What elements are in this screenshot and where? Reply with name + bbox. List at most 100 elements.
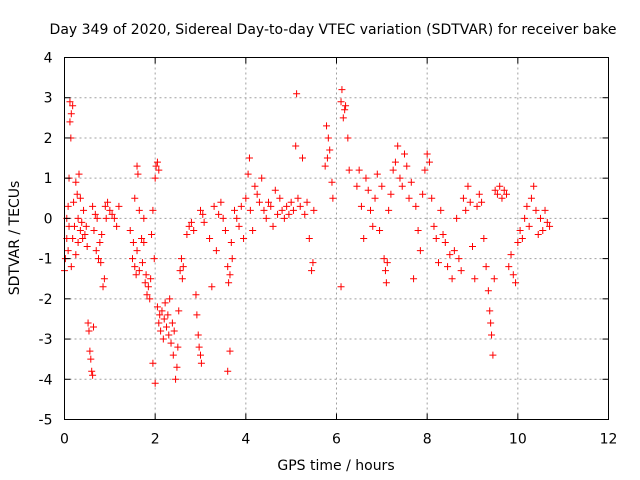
data-point	[394, 142, 402, 150]
data-point	[488, 331, 496, 339]
data-point	[292, 142, 300, 150]
data-point	[149, 206, 157, 214]
data-point	[90, 226, 98, 234]
data-point	[106, 206, 114, 214]
data-point	[132, 271, 140, 279]
data-point	[360, 235, 368, 242]
data-point	[143, 291, 151, 299]
data-point	[224, 367, 232, 375]
data-point	[144, 283, 152, 291]
data-point	[425, 158, 433, 166]
data-point	[487, 319, 495, 327]
data-point	[163, 323, 170, 331]
data-point	[338, 86, 346, 94]
data-point	[260, 206, 268, 214]
data-point	[197, 206, 204, 214]
data-point	[450, 247, 458, 255]
data-point	[93, 214, 101, 222]
data-point	[378, 182, 386, 190]
data-point	[187, 218, 195, 226]
x-tick-labels: 0 2 4 6 8 10 12	[60, 432, 617, 448]
data-point	[401, 150, 408, 158]
data-point	[262, 214, 270, 222]
data-point	[255, 198, 263, 206]
y-tick-label: 0	[44, 211, 53, 227]
y-tick-label: -5	[39, 413, 53, 429]
data-point	[523, 202, 531, 210]
data-point	[170, 327, 178, 335]
data-point	[64, 202, 72, 210]
data-point	[79, 235, 87, 242]
data-point	[546, 222, 554, 230]
data-point	[219, 214, 227, 222]
data-point	[541, 206, 549, 214]
data-point	[67, 263, 75, 271]
data-point	[135, 267, 143, 275]
data-point	[95, 255, 102, 263]
data-point	[355, 166, 363, 174]
data-point	[496, 182, 504, 190]
data-point	[419, 190, 427, 198]
data-point	[131, 194, 139, 202]
data-point	[534, 230, 542, 238]
data-point	[258, 174, 266, 182]
data-point	[514, 239, 522, 247]
data-point	[91, 210, 99, 218]
data-point	[459, 194, 467, 202]
data-point	[299, 154, 306, 162]
data-point	[462, 206, 470, 214]
data-point	[303, 198, 311, 206]
data-point	[244, 170, 252, 178]
data-point	[197, 359, 205, 367]
data-point	[326, 146, 334, 154]
data-point	[530, 182, 538, 190]
data-point	[158, 307, 166, 315]
data-point	[489, 351, 497, 359]
data-point	[66, 118, 74, 126]
data-point	[151, 174, 159, 182]
data-point	[233, 214, 241, 222]
data-point	[342, 102, 350, 110]
data-point	[430, 222, 438, 230]
data-point	[416, 247, 424, 255]
data-point	[235, 222, 243, 230]
data-point	[142, 271, 150, 279]
data-point	[226, 347, 234, 355]
data-point	[174, 343, 182, 351]
data-point	[167, 339, 175, 347]
data-point	[283, 202, 291, 210]
data-point	[500, 186, 508, 194]
data-point	[152, 162, 160, 170]
data-point	[389, 166, 397, 174]
data-point	[89, 371, 97, 379]
y-tick-label: -1	[39, 252, 53, 268]
data-point	[428, 194, 436, 202]
data-point	[177, 255, 185, 263]
data-point	[371, 194, 379, 202]
data-point	[437, 206, 445, 214]
x-tick-label: 6	[332, 432, 341, 448]
data-point	[76, 194, 84, 202]
data-point	[96, 239, 104, 247]
data-point	[78, 218, 86, 226]
data-point	[339, 114, 347, 122]
data-point	[509, 271, 517, 279]
data-point	[169, 351, 177, 359]
data-point	[471, 275, 479, 283]
x-tick-label: 8	[423, 432, 432, 448]
data-point	[81, 230, 89, 238]
data-point	[185, 222, 193, 230]
data-point	[537, 214, 544, 222]
data-point	[323, 122, 331, 130]
data-point	[364, 186, 372, 194]
data-point	[253, 190, 261, 198]
data-point	[138, 235, 146, 242]
data-point	[217, 198, 225, 206]
data-point	[285, 210, 293, 218]
data-point	[134, 170, 142, 178]
data-point	[210, 202, 218, 210]
data-point	[498, 194, 506, 202]
data-point	[407, 178, 415, 186]
data-point	[516, 226, 524, 234]
